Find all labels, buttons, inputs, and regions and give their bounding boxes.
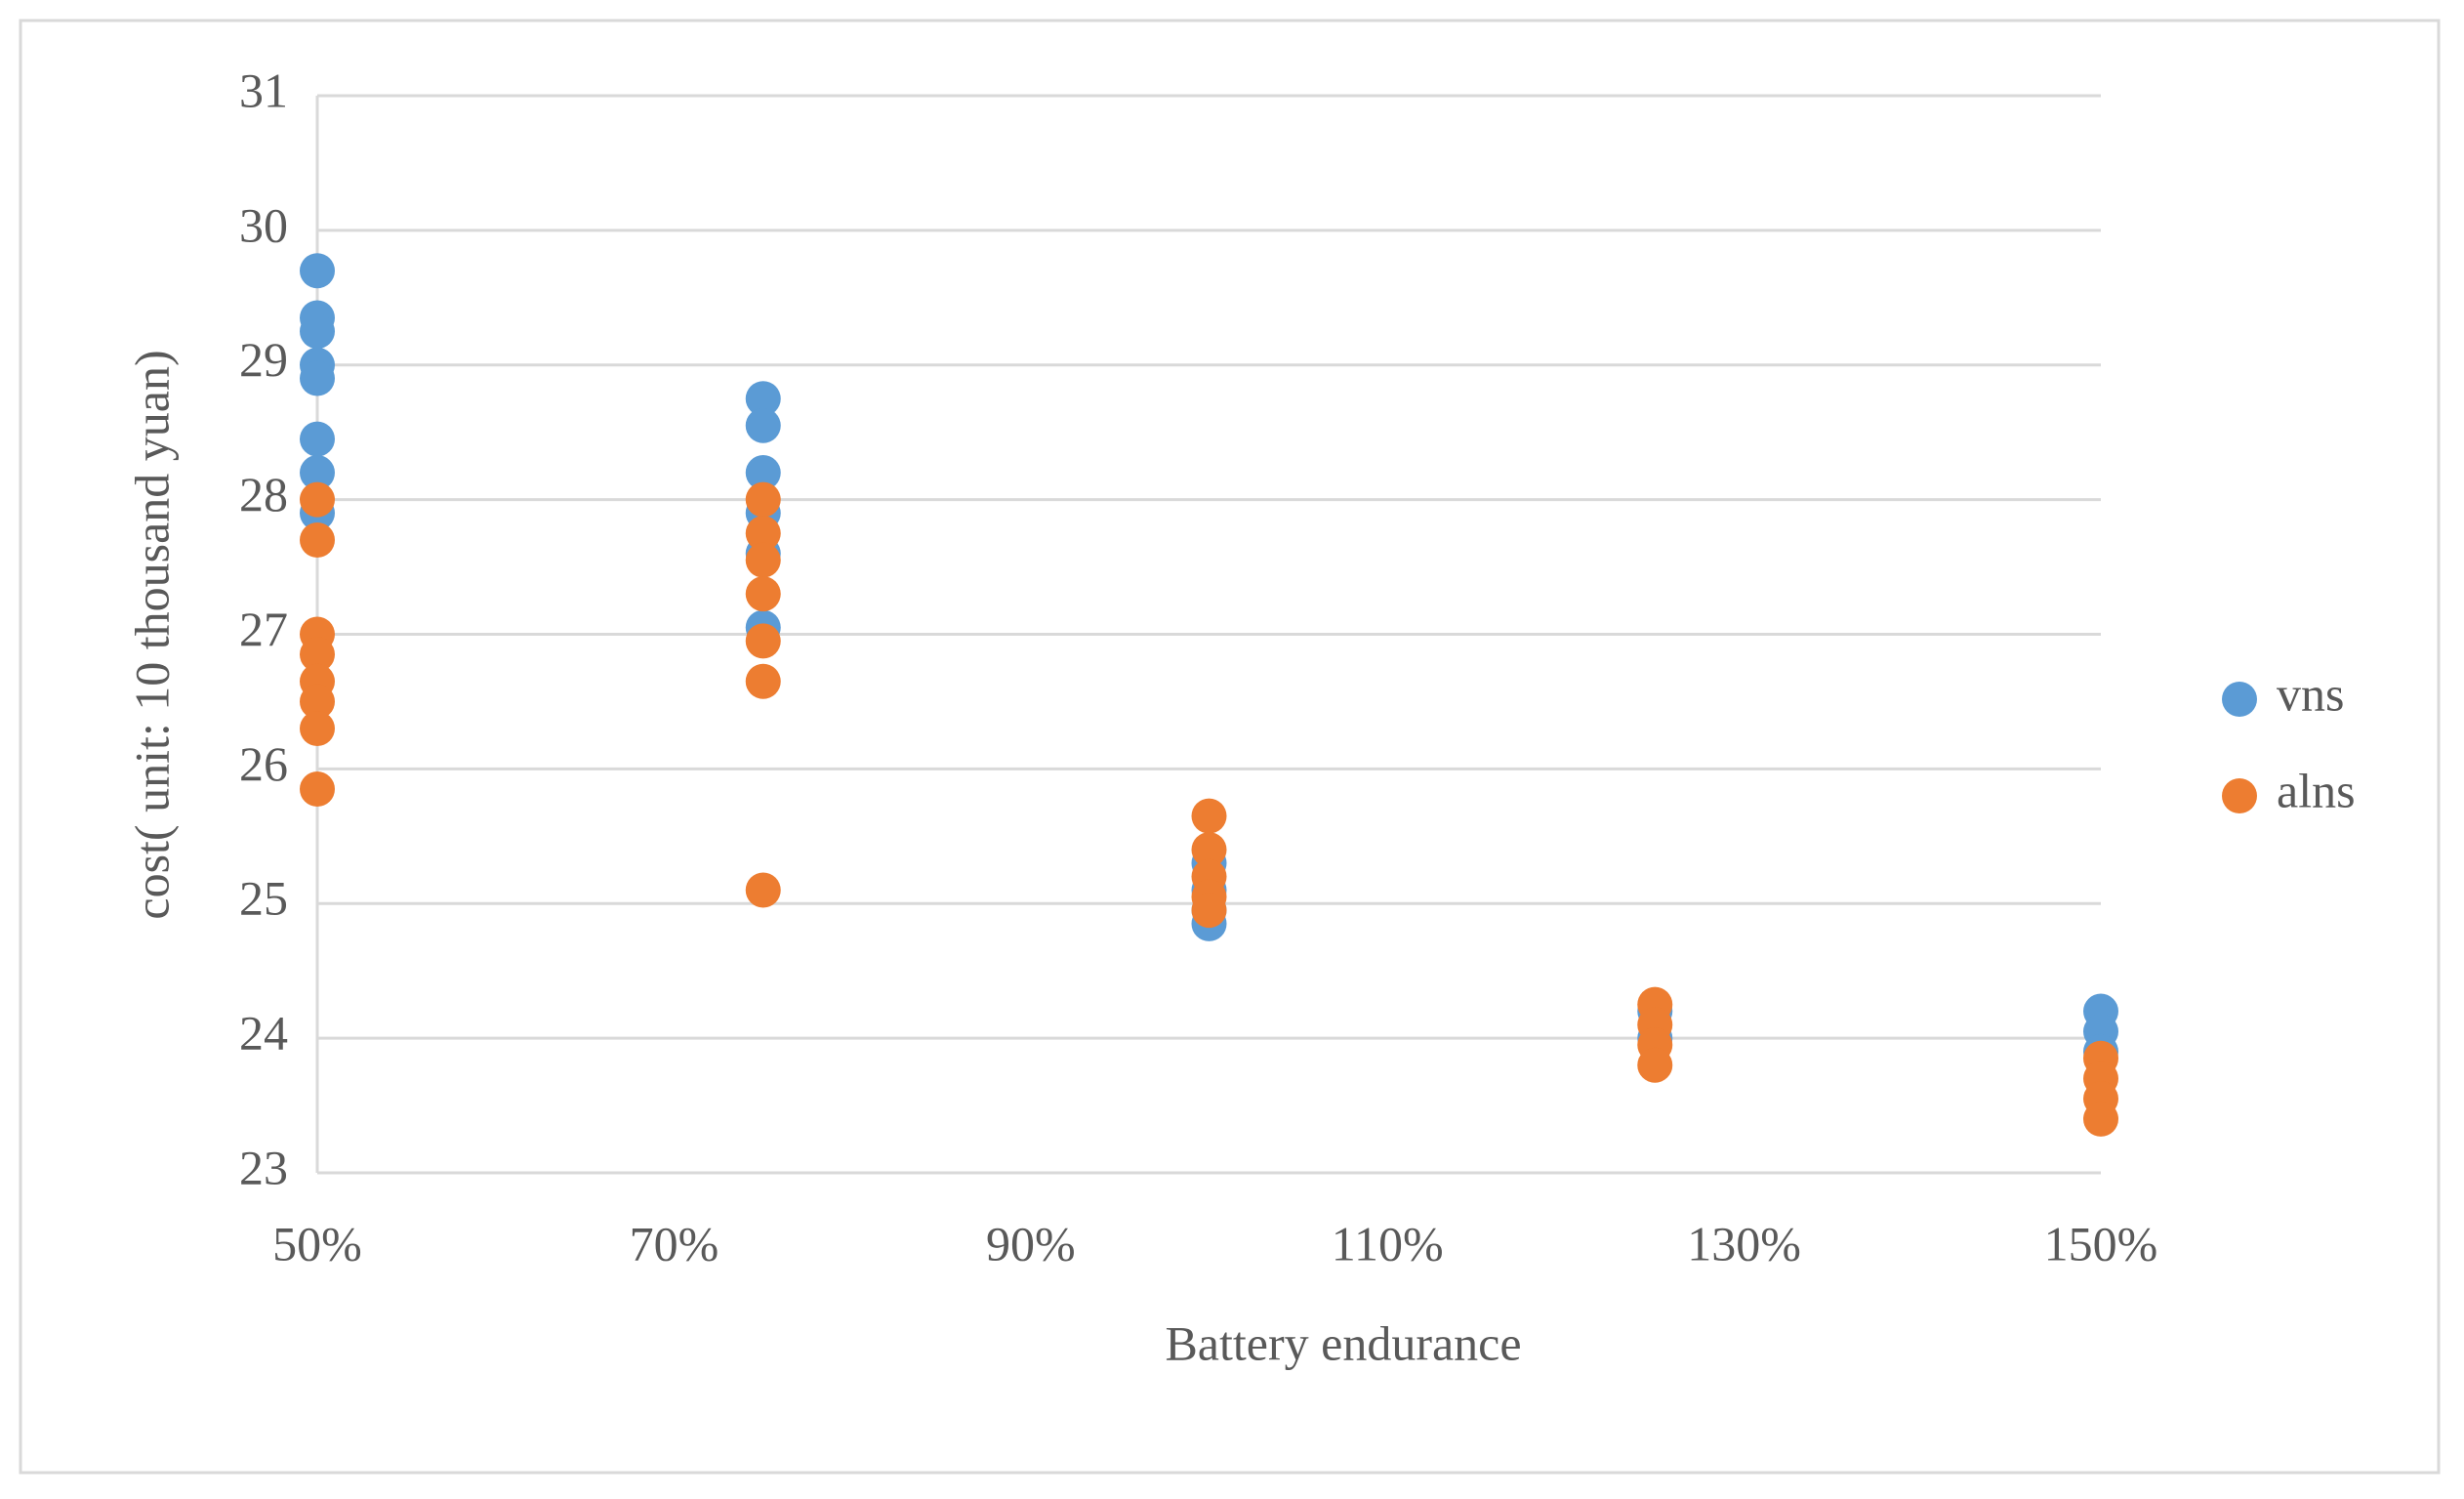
data-point: [745, 576, 781, 612]
data-point: [300, 253, 335, 289]
x-tick-label: 50%: [272, 1216, 362, 1270]
data-point: [300, 637, 335, 673]
y-tick-label: 29: [239, 332, 288, 387]
data-point: [1191, 798, 1227, 834]
chart-border: [19, 19, 2441, 1475]
y-tick-label: 23: [239, 1140, 288, 1194]
x-tick-label: 150%: [2044, 1216, 2158, 1270]
y-tick-label: 31: [239, 62, 288, 117]
legend-label: vns: [2277, 666, 2344, 721]
legend-marker: [2222, 682, 2257, 717]
data-point: [300, 455, 335, 491]
data-point: [300, 421, 335, 457]
y-axis-title: cost( unit: 10 thousand yuan): [124, 350, 179, 919]
data-point: [1637, 1047, 1673, 1083]
x-tick-label: 130%: [1687, 1216, 1801, 1270]
data-point: [1191, 832, 1227, 868]
data-point: [745, 481, 781, 518]
data-point: [300, 313, 335, 350]
data-point: [745, 542, 781, 578]
data-point: [2083, 1101, 2118, 1137]
data-point: [300, 521, 335, 558]
data-point: [745, 663, 781, 699]
y-tick-label: 26: [239, 736, 288, 791]
x-tick-label: 90%: [986, 1216, 1076, 1270]
data-point: [745, 381, 781, 417]
x-axis-title: Battery endurance: [1165, 1315, 1521, 1370]
legend-label: alns: [2277, 763, 2356, 817]
y-tick-label: 25: [239, 871, 288, 926]
data-point: [745, 623, 781, 659]
data-point: [745, 872, 781, 908]
data-point: [300, 771, 335, 808]
data-point: [300, 684, 335, 720]
data-point: [300, 711, 335, 747]
x-tick-label: 110%: [1332, 1216, 1444, 1270]
data-point: [745, 455, 781, 491]
y-tick-label: 28: [239, 467, 288, 521]
data-point: [1191, 893, 1227, 929]
data-point: [745, 516, 781, 552]
data-point: [300, 360, 335, 396]
x-tick-label: 70%: [630, 1216, 719, 1270]
legend-marker: [2222, 778, 2257, 813]
y-tick-label: 30: [239, 197, 288, 252]
data-point: [300, 481, 335, 518]
y-tick-label: 27: [239, 602, 288, 656]
y-tick-label: 24: [239, 1006, 288, 1061]
data-point: [745, 407, 781, 443]
